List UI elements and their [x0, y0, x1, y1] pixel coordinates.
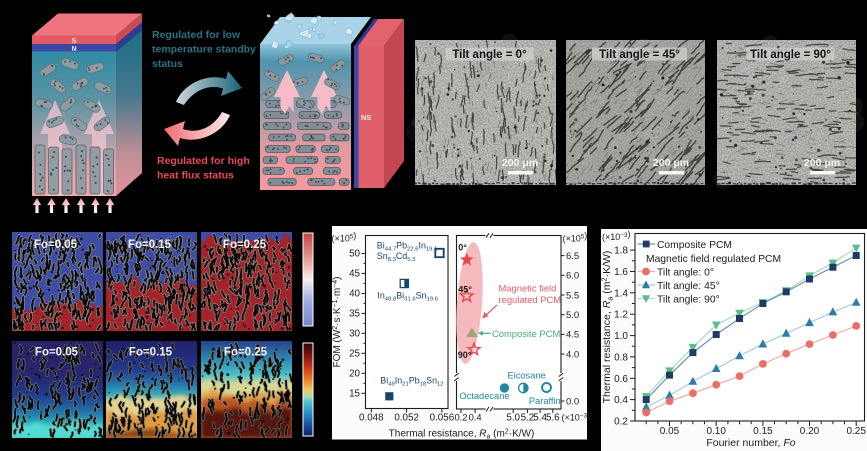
svg-text:Composite PCM: Composite PCM — [492, 328, 560, 339]
svg-text:N: N — [71, 46, 76, 53]
svg-text:status: status — [152, 58, 183, 70]
svg-text:Eicosane: Eicosane — [507, 371, 545, 381]
svg-text:5.4: 5.4 — [533, 413, 547, 424]
svg-text:30: 30 — [349, 329, 360, 340]
svg-text:0.2: 0.2 — [454, 412, 467, 423]
svg-text:0.4: 0.4 — [614, 395, 628, 406]
svg-text:1.2: 1.2 — [614, 310, 628, 321]
svg-text:1.0: 1.0 — [614, 331, 628, 342]
svg-text:200 μm: 200 μm — [502, 157, 538, 169]
svg-text:0°: 0° — [458, 243, 467, 253]
svg-text:Paraffin: Paraffin — [529, 396, 561, 406]
svg-text:0.15: 0.15 — [753, 426, 773, 437]
svg-text:25: 25 — [349, 349, 360, 360]
svg-text:20: 20 — [349, 369, 360, 380]
svg-text:regulated PCM: regulated PCM — [499, 294, 562, 305]
svg-text:0.2: 0.2 — [614, 417, 628, 428]
svg-text:0.05: 0.05 — [660, 426, 680, 437]
svg-text:40: 40 — [349, 289, 360, 300]
svg-text:Composite PCM: Composite PCM — [657, 240, 732, 251]
svg-text:1.8: 1.8 — [614, 246, 628, 257]
svg-text:Thermal resistance, Ra (m2·K/W: Thermal resistance, Ra (m2·K/W) — [600, 251, 615, 404]
svg-text:Regulated for low: Regulated for low — [152, 29, 241, 41]
svg-text:0.8: 0.8 — [614, 352, 628, 363]
svg-text:15: 15 — [349, 389, 360, 400]
svg-text:200 μm: 200 μm — [804, 157, 840, 169]
svg-text:6.0: 6.0 — [566, 271, 579, 282]
svg-text:0.048: 0.048 — [359, 413, 384, 424]
svg-text:(×105): (×105) — [332, 231, 357, 244]
svg-text:5.0: 5.0 — [566, 310, 579, 321]
svg-text:0.052: 0.052 — [394, 413, 419, 424]
svg-text:Fourier number, Fo: Fourier number, Fo — [706, 437, 795, 449]
svg-text:0.056: 0.056 — [430, 413, 455, 424]
svg-text:NS: NS — [361, 113, 371, 122]
svg-text:Bi49In21Pb18Sn12: Bi49In21Pb18Sn12 — [380, 376, 443, 388]
svg-text:1.6: 1.6 — [614, 267, 628, 278]
svg-text:5.5: 5.5 — [566, 290, 579, 301]
svg-text:Fo=0.25: Fo=0.25 — [224, 347, 268, 359]
svg-text:0.0: 0.0 — [566, 396, 579, 407]
svg-text:4.5: 4.5 — [566, 330, 579, 341]
svg-text:Thermal resistance, Ra (m2·K/W: Thermal resistance, Ra (m2·K/W) — [389, 428, 535, 440]
svg-text:Tilt angle = 45°: Tilt angle = 45° — [599, 49, 680, 61]
svg-text:0.25: 0.25 — [846, 426, 866, 437]
svg-text:Tilt angle: 45°: Tilt angle: 45° — [657, 281, 720, 292]
svg-text:5.2: 5.2 — [521, 413, 535, 424]
svg-text:Octadecane: Octadecane — [459, 391, 509, 401]
svg-text:200 μm: 200 μm — [653, 157, 689, 169]
svg-text:6.5: 6.5 — [566, 251, 579, 262]
svg-text:0.20: 0.20 — [800, 426, 820, 437]
svg-text:Tilt angle = 0°: Tilt angle = 0° — [452, 49, 527, 61]
svg-text:50: 50 — [349, 249, 360, 260]
svg-text:Fo=0.15: Fo=0.15 — [129, 347, 173, 359]
svg-text:90°: 90° — [458, 350, 472, 360]
svg-text:(×105): (×105) — [563, 231, 588, 244]
svg-text:In48.8Bi31.6Sn19.6: In48.8Bi31.6Sn19.6 — [377, 290, 438, 302]
svg-text:Magnetic field regulated PCM: Magnetic field regulated PCM — [646, 254, 781, 265]
svg-text:Fo=0.05: Fo=0.05 — [35, 347, 79, 359]
svg-text:0.4: 0.4 — [469, 412, 482, 423]
svg-text:Regulated for high: Regulated for high — [157, 155, 250, 167]
svg-text:FOM (W2·s·K−1·m−4): FOM (W2·s·K−1·m−4) — [332, 277, 343, 368]
svg-text:35: 35 — [349, 309, 360, 320]
svg-text:Tilt angle: 90°: Tilt angle: 90° — [657, 294, 720, 305]
svg-text:Magnetic field: Magnetic field — [499, 283, 557, 294]
svg-text:0.6: 0.6 — [614, 374, 628, 385]
svg-text:Fo=0.05: Fo=0.05 — [34, 239, 78, 251]
svg-text:4.0: 4.0 — [566, 349, 579, 360]
svg-text:1.4: 1.4 — [614, 288, 628, 299]
svg-text:Tilt angle: 0°: Tilt angle: 0° — [657, 267, 714, 278]
svg-text:(×10−3): (×10−3) — [602, 229, 630, 242]
svg-text:Tilt angle = 90°: Tilt angle = 90° — [750, 49, 831, 61]
svg-text:5.0: 5.0 — [506, 413, 520, 424]
svg-text:5.6: 5.6 — [546, 413, 560, 424]
svg-text:temperature standby: temperature standby — [152, 44, 256, 56]
svg-text:0.10: 0.10 — [706, 426, 726, 437]
svg-text:S: S — [72, 38, 77, 45]
svg-text:(×10−3): (×10−3) — [562, 410, 590, 423]
svg-text:heat flux status: heat flux status — [157, 170, 234, 182]
svg-text:45°: 45° — [458, 285, 472, 295]
svg-text:45: 45 — [349, 269, 360, 280]
svg-text:Fo=0.25: Fo=0.25 — [223, 239, 267, 251]
svg-text:Sn8.3Cd5.3: Sn8.3Cd5.3 — [377, 251, 416, 263]
svg-text:Fo=0.15: Fo=0.15 — [128, 239, 172, 251]
svg-text:Bi44.7Pb22.6In19.1: Bi44.7Pb22.6In19.1 — [377, 241, 438, 253]
